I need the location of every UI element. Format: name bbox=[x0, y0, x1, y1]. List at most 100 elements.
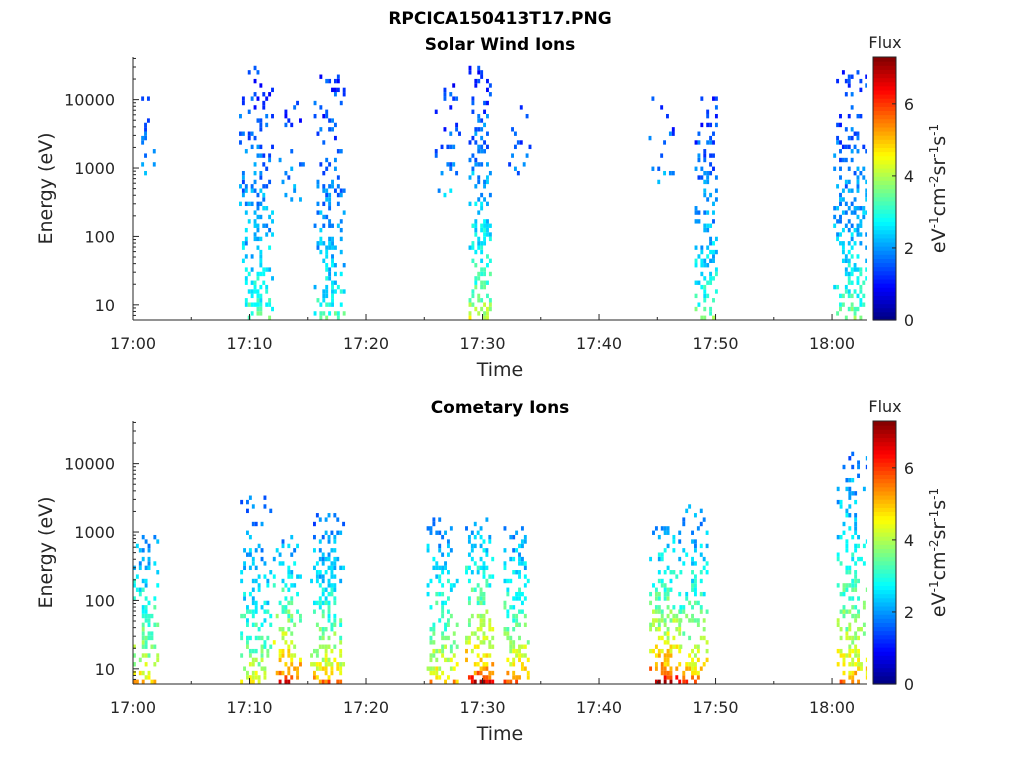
spectrogram-cell bbox=[702, 618, 706, 623]
spectrogram-cell bbox=[520, 539, 524, 544]
spectrogram-cell bbox=[836, 556, 840, 562]
spectrogram-cell bbox=[254, 609, 258, 614]
spectrogram-cell bbox=[240, 631, 244, 636]
spectrogram-cell bbox=[480, 144, 484, 150]
spectrogram-cell bbox=[322, 311, 326, 316]
spectrogram-cell bbox=[483, 236, 487, 242]
spectrogram-cell bbox=[854, 648, 858, 654]
spectrogram-cell bbox=[851, 534, 855, 540]
unit-exponent: -1 bbox=[927, 488, 941, 500]
spectrogram-cell bbox=[321, 556, 325, 562]
spectrogram-cell bbox=[842, 670, 846, 676]
spectrogram-cell bbox=[654, 591, 658, 597]
spectrogram-cell bbox=[339, 192, 343, 198]
spectrogram-cell bbox=[290, 149, 294, 154]
spectrogram-cell bbox=[241, 179, 245, 185]
spectrogram-cell bbox=[848, 486, 852, 492]
spectrogram-cell bbox=[685, 596, 689, 601]
spectrogram-cell bbox=[290, 574, 294, 579]
spectrogram-cell bbox=[248, 591, 252, 597]
spectrogram-cell bbox=[336, 184, 340, 189]
spectrogram-cell bbox=[482, 548, 486, 553]
colorbar-segment bbox=[873, 85, 896, 91]
spectrogram-cell bbox=[706, 175, 710, 180]
spectrogram-cell bbox=[657, 679, 661, 684]
spectrogram-cell bbox=[333, 539, 337, 544]
spectrogram-cell bbox=[287, 618, 291, 623]
spectrogram-cell bbox=[516, 170, 520, 176]
spectrogram-cell bbox=[278, 670, 282, 676]
spectrogram-cell bbox=[694, 306, 698, 312]
spectrogram-cell bbox=[666, 627, 670, 632]
spectrogram-cell bbox=[246, 675, 249, 680]
spectrogram-cell bbox=[247, 289, 251, 294]
spectrogram-cell bbox=[865, 666, 868, 671]
spectrogram-cell bbox=[470, 679, 474, 684]
colorbar-segment bbox=[873, 437, 896, 443]
spectrogram-cell bbox=[672, 613, 676, 619]
spectrogram-cell bbox=[146, 96, 150, 101]
spectrogram-cell bbox=[486, 179, 489, 185]
spectrogram-cell bbox=[250, 289, 254, 294]
spectrogram-cell bbox=[678, 631, 682, 636]
spectrogram-cell bbox=[853, 315, 857, 320]
unit-exponent: -1 bbox=[927, 124, 941, 136]
spectrogram-cell bbox=[697, 302, 701, 307]
spectrogram-cell bbox=[845, 609, 849, 614]
spectrogram-cell bbox=[836, 648, 840, 654]
spectrogram-cell bbox=[845, 570, 849, 575]
spectrogram-cell bbox=[839, 113, 842, 119]
spectrogram-cell bbox=[845, 565, 849, 571]
spectrogram-cell bbox=[262, 184, 266, 189]
spectrogram-cell bbox=[316, 245, 320, 250]
spectrogram-cell bbox=[477, 298, 481, 303]
spectrogram-cell bbox=[671, 131, 675, 136]
spectrogram-cell bbox=[315, 648, 319, 654]
spectrogram-cell bbox=[262, 197, 266, 202]
spectrogram-cell bbox=[250, 280, 254, 285]
spectrogram-cell bbox=[685, 613, 689, 619]
spectrogram-cell bbox=[666, 670, 670, 676]
spectrogram-cell bbox=[471, 166, 475, 171]
spectrogram-cell bbox=[706, 223, 710, 228]
spectrogram-cell bbox=[441, 635, 445, 641]
spectrogram-cell bbox=[850, 280, 854, 285]
spectrogram-cell bbox=[488, 232, 492, 237]
spectrogram-cell bbox=[246, 670, 249, 676]
spectrogram-cell bbox=[141, 670, 145, 676]
spectrogram-cell bbox=[839, 166, 842, 171]
spectrogram-cell bbox=[857, 653, 861, 658]
spectrogram-cell bbox=[853, 267, 857, 272]
spectrogram-cell bbox=[479, 670, 483, 676]
spectrogram-cell bbox=[327, 635, 331, 641]
spectrogram-cell bbox=[452, 583, 456, 588]
spectrogram-cell bbox=[844, 179, 848, 185]
spectrogram-cell bbox=[483, 227, 487, 233]
spectrogram-cell bbox=[449, 105, 453, 110]
spectrogram-cell bbox=[699, 521, 703, 527]
spectrogram-cell bbox=[845, 631, 849, 636]
spectrogram-cell bbox=[444, 657, 447, 663]
spectrogram-cell bbox=[483, 271, 487, 277]
spectrogram-cell bbox=[474, 263, 478, 268]
spectrogram-cell bbox=[853, 241, 857, 246]
spectrogram-cell bbox=[330, 666, 334, 671]
spectrogram-cell bbox=[268, 227, 272, 233]
spectrogram-cell bbox=[850, 245, 854, 250]
spectrogram-cell bbox=[152, 162, 156, 167]
spectrogram-cell bbox=[287, 644, 291, 649]
spectrogram-cell bbox=[244, 241, 248, 246]
spectrogram-cell bbox=[847, 258, 851, 264]
spectrogram-cell bbox=[281, 635, 285, 641]
spectrogram-cell bbox=[523, 596, 527, 601]
spectrogram-cell bbox=[859, 223, 863, 228]
spectrogram-cell bbox=[691, 570, 694, 575]
spectrogram-cell bbox=[476, 583, 480, 588]
spectrogram-cell bbox=[847, 280, 851, 285]
spectrogram-cell bbox=[485, 578, 489, 584]
spectrogram-cell bbox=[651, 166, 655, 171]
spectrogram-cell bbox=[438, 543, 442, 549]
spectrogram-cell bbox=[266, 578, 270, 584]
spectrogram-cell bbox=[262, 105, 266, 110]
spectrogram-cell bbox=[265, 267, 269, 272]
